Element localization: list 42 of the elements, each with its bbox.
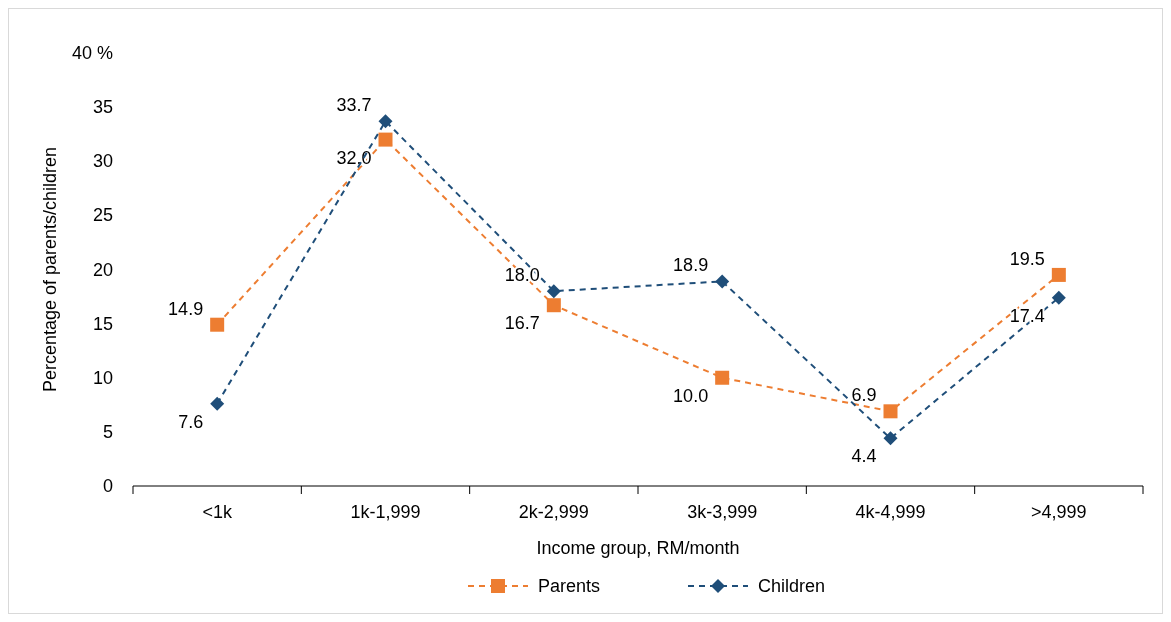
data-label: 4.4 xyxy=(851,446,877,467)
x-tick-label: 2k-2,999 xyxy=(518,502,589,522)
legend-label: Parents xyxy=(538,576,601,596)
point xyxy=(715,370,730,385)
data-label: 17.4 xyxy=(1009,305,1045,326)
legend-label: Children xyxy=(758,576,826,596)
y-axis-title: Percentage of parents/children xyxy=(40,146,60,393)
x-axis-title: Income group, RM/month xyxy=(536,538,740,558)
data-label: 14.9 xyxy=(168,298,204,319)
data-label: 16.7 xyxy=(504,313,540,334)
point xyxy=(715,274,730,289)
data-label: 18.0 xyxy=(504,265,540,286)
point xyxy=(210,396,225,411)
point xyxy=(210,317,225,332)
x-tick-label: 3k-3,999 xyxy=(687,502,758,522)
point xyxy=(378,114,393,129)
point xyxy=(1051,290,1066,305)
point xyxy=(546,298,561,313)
data-label: 33.7 xyxy=(336,95,372,116)
y-tick-label: 15 xyxy=(92,313,113,334)
y-tick-label: 20 xyxy=(92,259,113,280)
data-label: 6.9 xyxy=(851,385,877,406)
y-tick-label: 5 xyxy=(102,421,113,442)
data-label: 18.9 xyxy=(673,255,709,276)
y-tick-label: 25 xyxy=(92,205,113,226)
y-tick-label: 40 % xyxy=(71,43,113,63)
point xyxy=(883,404,898,419)
y-tick-label: 10 xyxy=(92,367,113,388)
point xyxy=(378,132,393,147)
point xyxy=(546,284,561,299)
x-tick-label: 1k-1,999 xyxy=(350,502,421,522)
data-label: 7.6 xyxy=(178,411,204,432)
point xyxy=(883,431,898,446)
y-tick-label: 35 xyxy=(92,97,113,118)
y-tick-label: 30 xyxy=(92,151,113,172)
y-tick-label: 0 xyxy=(102,476,113,496)
point xyxy=(1051,267,1066,282)
x-tick-label: 4k-4,999 xyxy=(855,502,926,522)
x-tick-label: >4,999 xyxy=(1031,502,1087,522)
data-label: 19.5 xyxy=(1009,248,1045,269)
data-label: 10.0 xyxy=(673,385,709,406)
x-tick-label: <1k xyxy=(202,502,233,522)
